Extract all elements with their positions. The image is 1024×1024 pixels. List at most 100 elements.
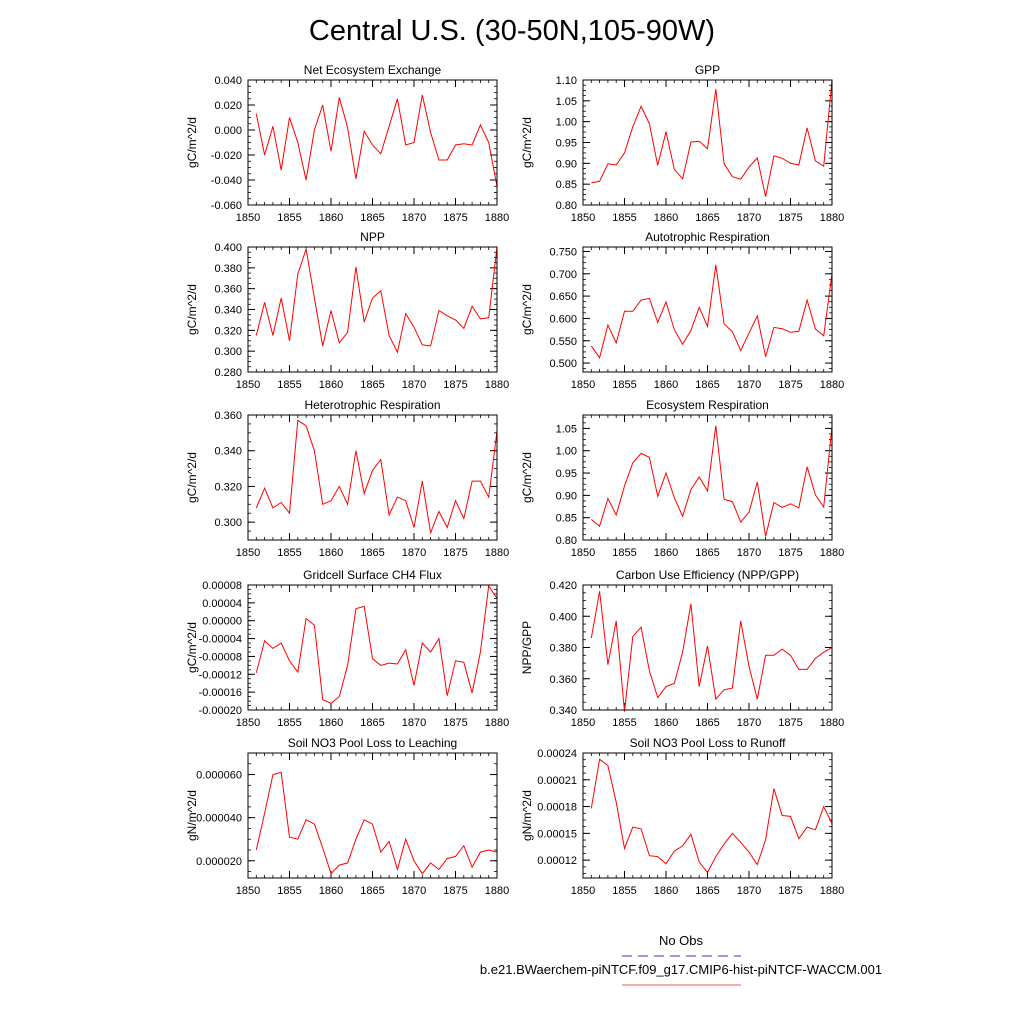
x-tick-label: 1865 [360, 547, 384, 559]
plot-frame [582, 752, 833, 879]
plot-frame [582, 246, 833, 373]
y-tick-label: -0.00008 [199, 651, 242, 663]
x-tick-label: 1855 [612, 717, 636, 729]
y-axis-label: gC/m^2/d [185, 117, 199, 168]
x-tick-label: 1880 [820, 547, 844, 559]
y-tick-label: 0.320 [214, 325, 242, 337]
x-tick-label: 1880 [485, 212, 509, 224]
x-tick-label: 1855 [612, 547, 636, 559]
series-line [590, 591, 833, 712]
y-tick-label: 0.00021 [537, 775, 577, 787]
y-tick-label: 1.00 [556, 446, 577, 458]
x-tick-label: 1855 [612, 379, 636, 391]
x-tick-label: 1875 [443, 547, 467, 559]
y-tick-label: 0.00018 [537, 802, 577, 814]
y-tick-label: 0.550 [549, 336, 577, 348]
legend-label-no-obs: No Obs [659, 933, 704, 948]
y-tick-label: 0.280 [214, 367, 242, 379]
y-tick-label: 0.90 [556, 158, 577, 170]
x-tick-label: 1880 [485, 885, 509, 897]
x-tick-label: 1870 [402, 547, 426, 559]
plot-frame [247, 246, 498, 373]
panel-title: Heterotrophic Respiration [304, 398, 440, 412]
y-axis-label: NPP/GPP [520, 621, 534, 674]
x-tick-label: 1850 [571, 547, 595, 559]
series-line [591, 79, 833, 197]
x-tick-label: 1855 [277, 547, 301, 559]
y-tick-label: 0.380 [549, 643, 577, 655]
panel-title: GPP [695, 63, 720, 77]
x-tick-label: 1850 [236, 379, 260, 391]
x-tick-label: 1875 [778, 717, 802, 729]
x-tick-label: 1850 [236, 885, 260, 897]
y-tick-label: 0.00024 [537, 748, 577, 760]
x-tick-label: 1855 [612, 885, 636, 897]
legend-label-model-run: b.e21.BWaerchem-piNTCF.f09_g17.CMIP6-his… [480, 962, 882, 977]
x-tick-label: 1865 [695, 885, 719, 897]
x-tick-label: 1870 [402, 379, 426, 391]
x-tick-label: 1870 [737, 379, 761, 391]
y-tick-label: 0.340 [214, 446, 242, 458]
x-tick-label: 1850 [236, 717, 260, 729]
series-line [255, 771, 498, 875]
x-tick-label: 1860 [654, 212, 678, 224]
x-tick-label: 1865 [360, 379, 384, 391]
y-tick-label: 1.05 [556, 96, 577, 108]
x-tick-label: 1865 [695, 212, 719, 224]
series-line [255, 246, 498, 354]
x-tick-label: 1855 [277, 212, 301, 224]
x-tick-label: 1865 [695, 717, 719, 729]
y-tick-label: 0.400 [549, 611, 577, 623]
panel-9: Soil NO3 Pool Loss to Runoff gN/m^2/d 1850… [520, 736, 844, 897]
panel-4: Heterotrophic Respiration gC/m^2/d 1850 185… [185, 398, 509, 559]
x-tick-label: 1850 [236, 547, 260, 559]
y-tick-label: 0.400 [214, 242, 242, 254]
series-line [255, 584, 498, 704]
y-tick-label: 0.00015 [537, 828, 577, 840]
x-tick-label: 1865 [360, 885, 384, 897]
panel-title: Ecosystem Respiration [646, 398, 769, 412]
x-tick-label: 1865 [360, 717, 384, 729]
figure-title: Central U.S. (30-50N,105-90W) [309, 15, 715, 47]
y-tick-label: 0.360 [214, 410, 242, 422]
y-axis-label: gN/m^2/d [185, 790, 199, 841]
panel-0: Net Ecosystem Exchange gC/m^2/d 1850 1855 18… [185, 63, 509, 224]
y-axis-label: gC/m^2/d [520, 284, 534, 335]
panel-6: Gridcell Surface CH4 Flux gC/m^2/d 1850 185… [185, 568, 509, 729]
y-axis-label: gC/m^2/d [520, 117, 534, 168]
x-tick-label: 1860 [654, 379, 678, 391]
plot-frame [582, 414, 833, 541]
x-tick-label: 1880 [820, 717, 844, 729]
y-tick-label: 0.00012 [537, 855, 577, 867]
x-tick-label: 1865 [695, 547, 719, 559]
y-tick-label: 0.80 [556, 535, 577, 547]
y-tick-label: 0.300 [214, 517, 242, 529]
y-tick-label: 0.000040 [196, 813, 242, 825]
y-tick-label: 1.00 [556, 117, 577, 129]
x-tick-label: 1870 [737, 547, 761, 559]
y-tick-label: 0.000 [214, 125, 242, 137]
y-tick-label: 0.90 [556, 490, 577, 502]
y-tick-label: 0.420 [549, 580, 577, 592]
x-tick-label: 1865 [360, 212, 384, 224]
panel-title: Gridcell Surface CH4 Flux [303, 568, 442, 582]
x-tick-label: 1850 [571, 717, 595, 729]
y-axis-label: gC/m^2/d [185, 284, 199, 335]
series-line [590, 264, 833, 359]
y-tick-label: 0.00000 [202, 616, 242, 628]
x-tick-label: 1860 [654, 547, 678, 559]
x-tick-label: 1880 [820, 212, 844, 224]
series-line [255, 419, 498, 535]
plot-frame [247, 752, 498, 879]
plot-frame [582, 79, 833, 206]
x-tick-label: 1860 [319, 547, 343, 559]
y-tick-label: -0.00012 [199, 669, 242, 681]
y-tick-label: -0.040 [211, 175, 242, 187]
x-tick-label: 1875 [443, 717, 467, 729]
x-tick-label: 1850 [571, 212, 595, 224]
y-axis-label: gN/m^2/d [520, 790, 534, 841]
y-tick-label: 0.00008 [202, 580, 242, 592]
y-tick-label: 0.340 [549, 705, 577, 717]
y-tick-label: -0.00004 [199, 634, 242, 646]
plot-frame [247, 79, 498, 206]
